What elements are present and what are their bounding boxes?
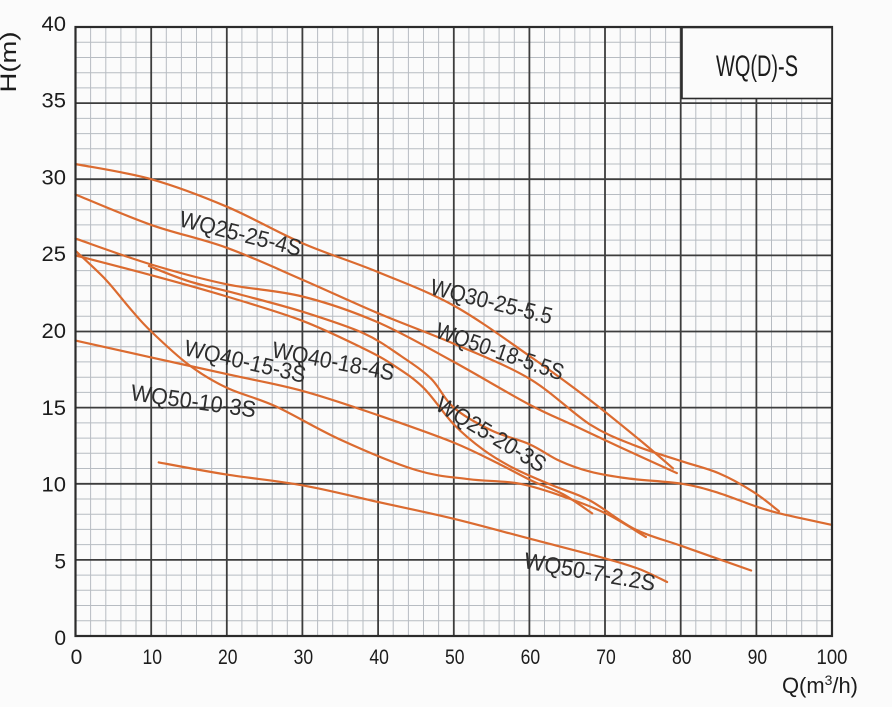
svg-text:30: 30 bbox=[42, 166, 67, 189]
svg-text:10: 10 bbox=[42, 474, 67, 497]
svg-text:35: 35 bbox=[42, 90, 67, 113]
svg-text:20: 20 bbox=[218, 646, 238, 669]
svg-text:30: 30 bbox=[294, 646, 314, 669]
svg-text:50: 50 bbox=[445, 646, 465, 669]
svg-text:80: 80 bbox=[672, 646, 692, 669]
svg-text:90: 90 bbox=[748, 646, 768, 669]
svg-text:60: 60 bbox=[521, 646, 541, 669]
svg-text:40: 40 bbox=[42, 13, 67, 36]
svg-text:40: 40 bbox=[369, 646, 389, 669]
svg-text:5: 5 bbox=[54, 550, 66, 573]
svg-text:Q(m3/h): Q(m3/h) bbox=[782, 672, 858, 698]
svg-text:25: 25 bbox=[42, 243, 67, 266]
svg-text:70: 70 bbox=[596, 646, 616, 669]
svg-text:10: 10 bbox=[142, 646, 162, 669]
svg-text:0: 0 bbox=[71, 646, 83, 669]
svg-text:H(m): H(m) bbox=[0, 32, 21, 93]
svg-text:100: 100 bbox=[817, 646, 848, 669]
svg-text:15: 15 bbox=[42, 397, 67, 420]
svg-text:WQ(D)-S: WQ(D)-S bbox=[716, 50, 798, 83]
svg-text:0: 0 bbox=[54, 627, 66, 650]
svg-text:20: 20 bbox=[42, 320, 67, 343]
